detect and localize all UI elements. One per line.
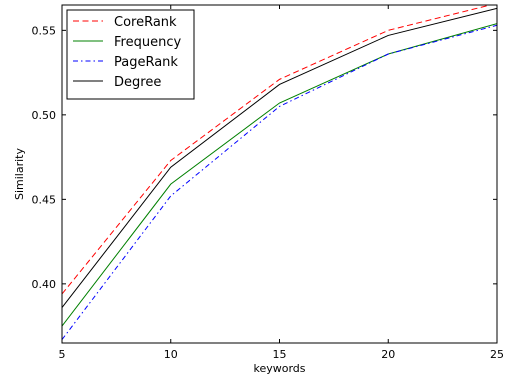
series-line-frequency xyxy=(62,23,497,327)
legend-label-corerank: CoreRank xyxy=(114,15,177,30)
tick-layer: 5 10 15 20 25 0.40 0.45 0.50 0.55 xyxy=(32,5,504,361)
y-tick-label: 0.50 xyxy=(32,109,57,122)
x-tick-label: 25 xyxy=(490,348,504,361)
series-line-corerank xyxy=(62,5,493,295)
legend-label-pagerank: PageRank xyxy=(114,55,178,70)
legend-box xyxy=(66,9,195,100)
series-layer xyxy=(62,5,497,340)
series-line-pagerank xyxy=(62,24,497,340)
plot-frame xyxy=(61,4,498,344)
x-axis-label: keywords xyxy=(253,362,305,375)
series-line-degree xyxy=(62,7,497,308)
legend: CoreRank Frequency PageRank Degree xyxy=(66,9,195,100)
x-tick-label: 5 xyxy=(59,348,66,361)
x-tick-label: 10 xyxy=(164,348,178,361)
y-tick-label: 0.55 xyxy=(32,24,57,37)
y-axis-label: Similarity xyxy=(13,148,26,200)
y-tick-label: 0.45 xyxy=(32,193,57,206)
y-tick-label: 0.40 xyxy=(32,278,57,291)
x-tick-label: 20 xyxy=(381,348,395,361)
legend-label-frequency: Frequency xyxy=(114,35,181,50)
legend-label-degree: Degree xyxy=(114,75,161,90)
x-tick-label: 15 xyxy=(273,348,287,361)
